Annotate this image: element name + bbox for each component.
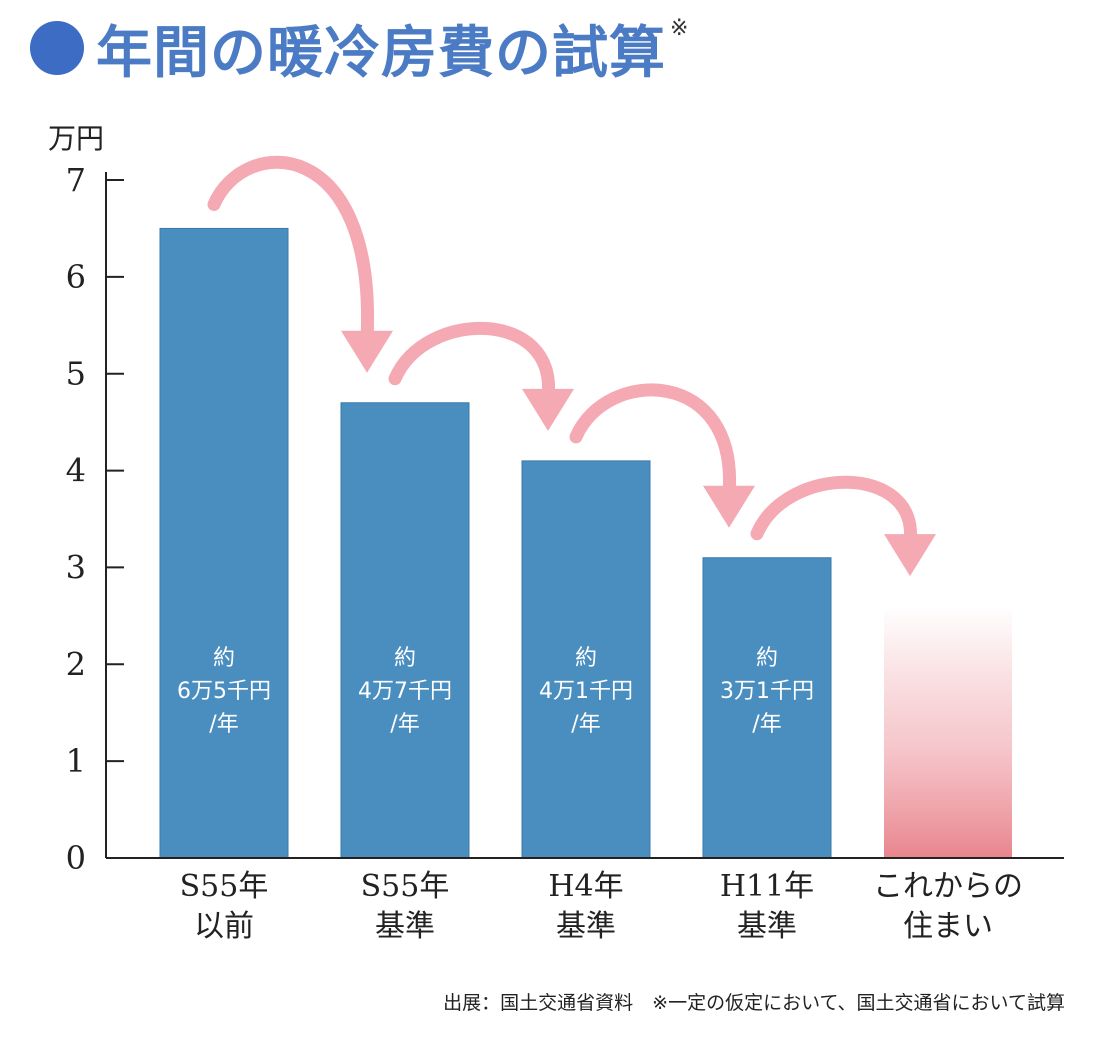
arrow-head-icon [341,330,393,373]
x-category-label: 住まい [903,909,993,944]
title-row: 年間の暖冷房費の試算 ※ [30,8,688,88]
title-footnote-mark: ※ [670,16,689,41]
transition-arrow [569,383,736,501]
transition-arrow [750,475,917,549]
bar [521,460,651,859]
x-category-label: S55年 [361,869,450,904]
y-tick-label: 4 [66,452,86,490]
bar [702,557,832,859]
title-bullet-icon [30,21,84,75]
x-category-label: 基準 [375,909,435,944]
x-category-label: H4年 [548,869,623,904]
bar-data-label: /年 [390,712,419,737]
arrow-head-icon [884,534,936,577]
x-category-label: 基準 [556,909,616,944]
bar-data-label: 約 [575,646,597,671]
arrow-head-icon [703,485,755,528]
y-tick-label: 0 [66,839,86,877]
transition-arrow [388,322,555,404]
x-category-label: S55年 [180,869,269,904]
bar-data-label: 3万1千円 [720,679,814,704]
transition-arrow [207,155,374,346]
x-category-label: H11年 [720,869,814,904]
bar-data-label: 4万7千円 [358,679,452,704]
chart-title: 年間の暖冷房費の試算 [96,20,666,86]
bar-data-label: 6万5千円 [177,679,271,704]
bar-future [884,606,1012,858]
bar-data-label: 約 [213,646,235,671]
x-category-label: 以前 [194,909,254,944]
y-axis-unit-label: 万円 [48,122,104,155]
y-tick-label: 3 [66,548,86,586]
x-category-label: 基準 [737,909,797,944]
y-tick-label: 2 [66,645,86,683]
bar-data-label: 約 [756,646,778,671]
y-tick-label: 7 [66,161,86,199]
bar-data-label: /年 [209,712,238,737]
bar [340,402,470,859]
bar-data-label: 4万1千円 [539,679,633,704]
source-note: 出展：国土交通省資料 ※一定の仮定において、国土交通省において試算 [443,992,1065,1014]
bar-data-label: /年 [571,712,600,737]
arrow-head-icon [522,388,574,431]
bar-data-label: 約 [394,646,416,671]
x-category-label: これからの [873,869,1023,904]
y-tick-label: 6 [66,258,86,296]
y-tick-label: 5 [66,355,86,393]
bar [159,227,289,859]
y-tick-label: 1 [66,742,86,780]
bar-data-label: /年 [752,712,781,737]
